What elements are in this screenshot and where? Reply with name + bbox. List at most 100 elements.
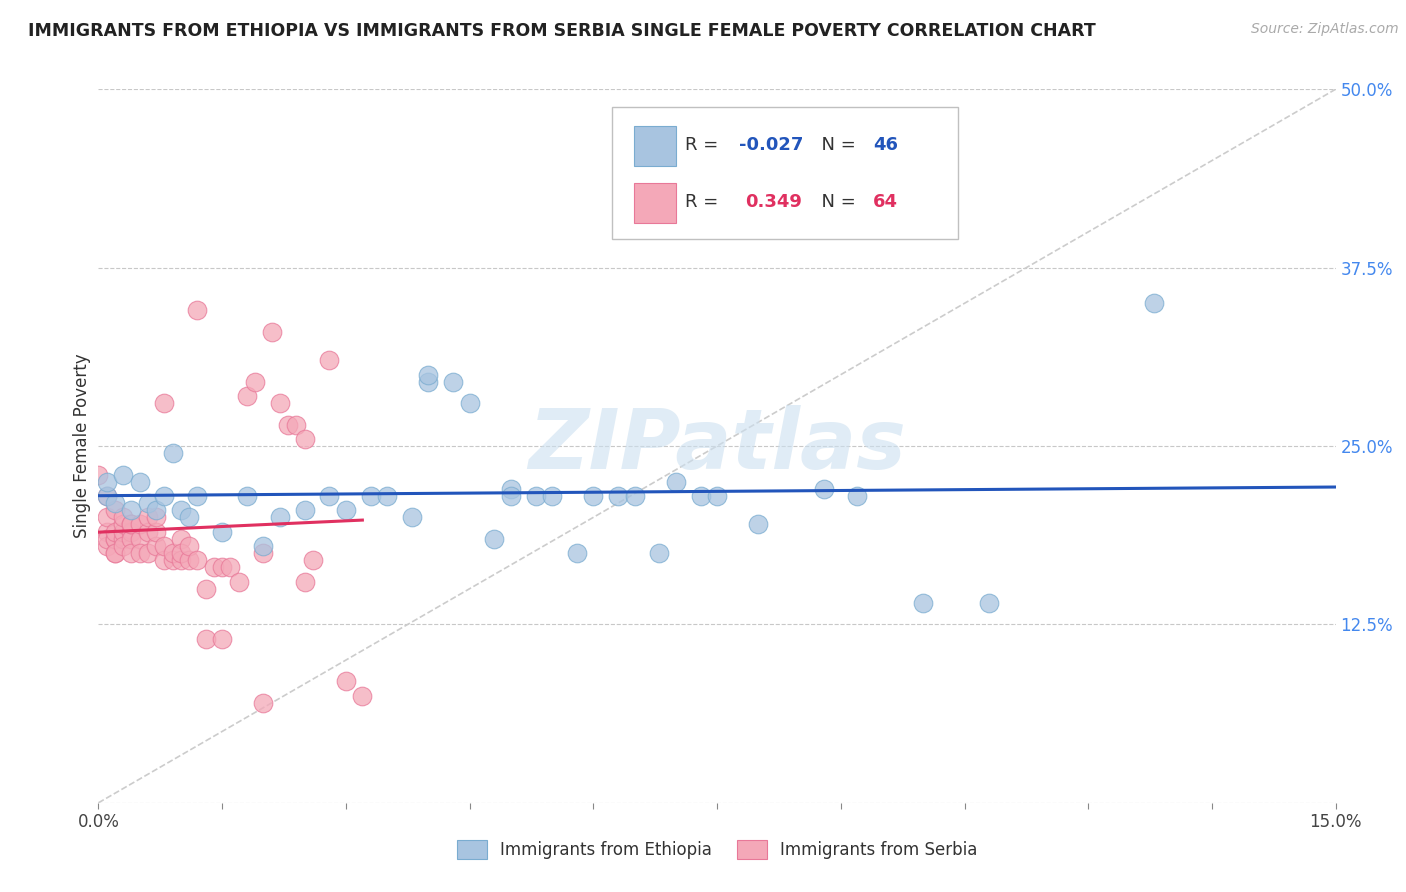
Point [170,546,193,560]
Point [145,503,167,517]
Point [153,396,176,410]
Point [277,417,299,432]
Point [104,496,127,510]
Point [846,489,869,503]
Point [120,503,142,517]
Point [194,632,217,646]
Point [104,546,127,560]
Point [170,503,193,517]
Point [252,546,274,560]
Point [87,467,110,482]
Text: R =: R = [685,136,724,153]
Point [706,489,728,503]
Point [136,524,159,539]
Point [136,546,159,560]
Point [153,489,176,503]
Point [260,325,283,339]
Point [401,510,423,524]
Text: Source: ZipAtlas.com: Source: ZipAtlas.com [1251,22,1399,37]
Point [104,503,127,517]
Point [294,574,316,589]
Point [211,560,233,574]
Text: 64: 64 [873,193,898,211]
Point [179,539,201,553]
Point [665,475,688,489]
Point [96,475,118,489]
Point [104,532,127,546]
Point [145,539,167,553]
Point [145,510,167,524]
Point [302,553,325,567]
Point [104,524,127,539]
Point [96,532,118,546]
Point [689,489,711,503]
Point [96,489,118,503]
Point [318,489,340,503]
Point [285,417,308,432]
Point [418,375,440,389]
Text: R =: R = [685,193,730,211]
Point [96,489,118,503]
Point [236,389,259,403]
Point [582,489,605,503]
Point [112,524,135,539]
Point [912,596,935,610]
Point [136,510,159,524]
Point [252,539,274,553]
Point [112,517,135,532]
Point [352,689,374,703]
Y-axis label: Single Female Poverty: Single Female Poverty [73,354,91,538]
Text: 46: 46 [873,136,898,153]
Point [484,532,506,546]
Point [112,510,135,524]
Point [623,489,645,503]
Point [541,489,564,503]
Text: N =: N = [810,136,862,153]
Point [153,539,176,553]
Point [335,674,357,689]
Point [186,489,208,503]
Point [294,432,316,446]
Point [179,553,201,567]
Point [179,510,201,524]
Point [186,303,208,318]
Point [524,489,547,503]
Text: 0.349: 0.349 [745,193,803,211]
Point [96,510,118,524]
Point [813,482,835,496]
Point [96,539,118,553]
Point [145,524,167,539]
Point [162,553,184,567]
Point [318,353,340,368]
Point [186,553,208,567]
FancyBboxPatch shape [634,183,676,223]
Point [104,546,127,560]
Point [441,375,464,389]
Point [360,489,382,503]
Point [252,696,274,710]
FancyBboxPatch shape [634,126,676,166]
Point [211,632,233,646]
Point [236,489,259,503]
Point [202,560,225,574]
Point [375,489,398,503]
Point [418,368,440,382]
Text: N =: N = [810,193,862,211]
Point [120,517,142,532]
Point [162,546,184,560]
Point [565,546,588,560]
Point [136,496,159,510]
Point [211,524,233,539]
Point [112,539,135,553]
Legend: Immigrants from Ethiopia, Immigrants from Serbia: Immigrants from Ethiopia, Immigrants fro… [450,833,984,866]
Point [128,546,150,560]
Point [170,553,193,567]
Point [648,546,671,560]
Point [219,560,242,574]
Point [120,546,142,560]
Point [269,510,291,524]
FancyBboxPatch shape [612,107,959,239]
Point [499,482,522,496]
Point [269,396,291,410]
Point [243,375,266,389]
